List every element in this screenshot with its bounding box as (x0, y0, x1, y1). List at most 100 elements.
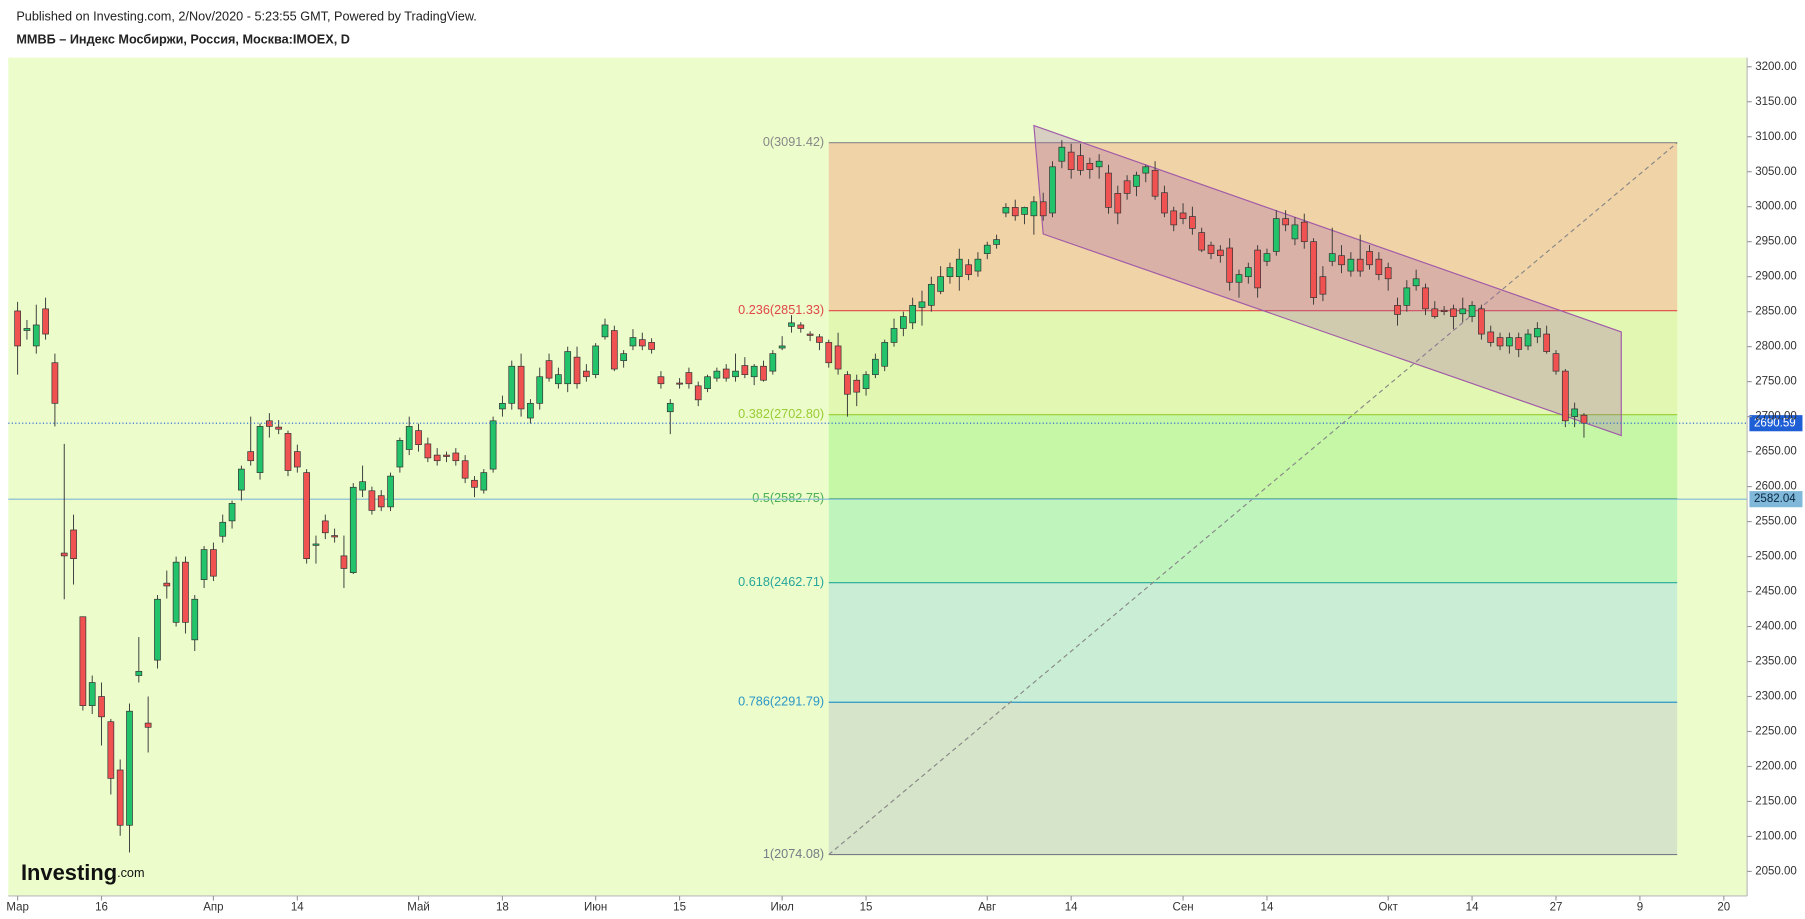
candle-body (704, 376, 711, 389)
candle-body (620, 353, 627, 361)
candle-body (396, 440, 404, 468)
x-tick-label: 14 (291, 902, 304, 914)
candle-body (200, 549, 208, 581)
candle-body (1272, 218, 1280, 252)
candle-body (1580, 414, 1588, 424)
candle-body (983, 244, 991, 254)
candle-body (154, 598, 161, 661)
candle-body (42, 308, 49, 335)
candle-body (862, 374, 870, 389)
y-tick-label: 2850.00 (1755, 306, 1797, 318)
candle-body (499, 402, 506, 410)
candle-body (163, 582, 171, 587)
x-tick-label: Авг (978, 902, 996, 914)
candle-body (666, 402, 674, 413)
candle-body (1039, 201, 1047, 217)
y-tick-label: 2800.00 (1755, 341, 1797, 353)
price-badge-label: 2582.04 (1754, 493, 1796, 505)
candle-body (340, 555, 348, 569)
candle-body (443, 454, 450, 457)
y-tick-label: 3150.00 (1755, 96, 1797, 108)
candle-body (583, 370, 590, 378)
candle-body (527, 402, 534, 419)
fib-zone (828, 414, 1678, 499)
x-tick-label: 16 (95, 902, 108, 914)
fib-level-label: 0.382(2702.80) (738, 407, 824, 421)
candle-body (1077, 155, 1084, 171)
x-tick-label: Окт (1378, 902, 1398, 914)
candle-body (1431, 308, 1439, 317)
candle-body (1366, 251, 1373, 266)
published-note: Published on Investing.com, 2/Nov/2020 -… (16, 10, 476, 24)
candle-body (331, 535, 338, 538)
candle-body (312, 543, 320, 546)
y-tick-label: 2550.00 (1755, 516, 1797, 528)
candle-body (778, 345, 786, 349)
candle-body (1049, 166, 1056, 214)
candle-body (1133, 174, 1140, 187)
candle-body (210, 549, 217, 577)
candle-body (564, 351, 572, 385)
candle-body (88, 682, 96, 706)
candle-body (1571, 408, 1578, 417)
candle-body (750, 365, 758, 378)
candle-body (349, 486, 357, 574)
candle-body (1515, 337, 1523, 350)
candle-body (890, 328, 898, 343)
candle-body (1011, 207, 1019, 217)
fib-level-label: 0.236(2851.33) (738, 303, 824, 317)
candle-body (1217, 249, 1224, 257)
y-tick-label: 2750.00 (1755, 376, 1797, 388)
candle-body (1524, 333, 1532, 347)
candle-body (247, 451, 255, 462)
candle-body (1105, 172, 1112, 208)
candle-body (321, 520, 329, 534)
candle-body (536, 376, 544, 404)
y-tick-label: 2050.00 (1755, 865, 1797, 877)
candle-body (1496, 337, 1504, 347)
x-tick-label: 14 (1065, 902, 1078, 914)
candle-body (135, 670, 143, 676)
candle-body (881, 342, 889, 367)
x-tick-label: Мар (6, 902, 29, 914)
candle-body (1440, 309, 1448, 313)
candle-body (1123, 180, 1131, 194)
candle-body (480, 472, 488, 491)
logo-suffix: .com (117, 866, 144, 880)
candle-body (144, 722, 152, 728)
candle-body (1151, 169, 1159, 197)
candle-body (1226, 247, 1234, 283)
candle-body (60, 552, 68, 557)
candle-body (555, 374, 562, 385)
y-tick-label: 2600.00 (1755, 481, 1797, 493)
candle-body (629, 337, 637, 347)
candle-body (1189, 216, 1196, 229)
y-tick-label: 3200.00 (1755, 61, 1797, 73)
candle-body (293, 451, 301, 468)
fib-level-label: 0.786(2291.79) (738, 695, 824, 709)
candle-body (573, 356, 581, 385)
last-price-badge (1749, 415, 1803, 432)
y-tick-label: 2100.00 (1755, 831, 1797, 843)
candle-body (1086, 162, 1094, 170)
candle-body (993, 239, 1000, 245)
candle-body (415, 430, 422, 445)
candle-body (955, 258, 963, 278)
candle-body (713, 370, 721, 379)
candle-body (461, 460, 469, 479)
candle-body (1347, 258, 1355, 272)
fib-level-label: 0.618(2462.71) (738, 575, 824, 589)
candle-body (1002, 207, 1010, 214)
x-tick-label: 14 (1466, 902, 1479, 914)
candle-body (545, 360, 553, 379)
candle-body (797, 324, 805, 329)
candle-body (769, 353, 777, 372)
candle-body (359, 481, 366, 491)
candle-body (116, 769, 124, 826)
candle-body (98, 696, 105, 718)
candle-body (657, 376, 665, 385)
candle-body (433, 454, 441, 462)
candle-body (788, 322, 795, 327)
candle-body (676, 382, 683, 385)
candle-body (1310, 241, 1317, 299)
